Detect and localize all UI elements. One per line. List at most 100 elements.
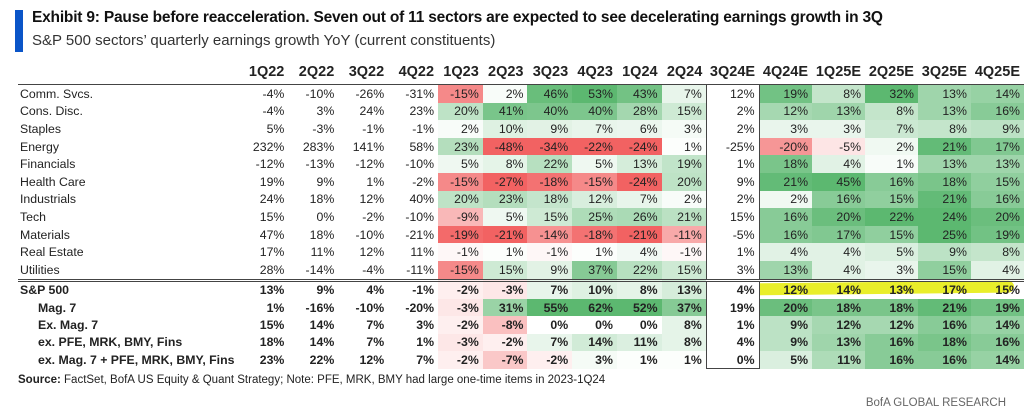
heatmap-cell: 18% [865, 298, 918, 317]
row-label: Energy [20, 139, 59, 154]
heatmap-cell: 4% [812, 155, 866, 173]
heatmap-cell: -15% [438, 260, 483, 281]
heatmap-cell: 1% [705, 243, 760, 261]
heatmap-cell: -18% [527, 172, 573, 191]
heatmap-cell: 1% [705, 316, 760, 334]
heatmap-cell: 11% [616, 333, 662, 352]
row-label: Comm. Svcs. [20, 86, 94, 101]
heatmap-cell: -15% [572, 172, 617, 191]
heatmap-cell: 4% [705, 278, 760, 299]
heatmap-cell: 1% [661, 137, 707, 156]
source-note: Source: FactSet, BofA US Equity & Quant … [18, 374, 605, 386]
heatmap-cell: 19% [759, 84, 813, 103]
heatmap-cell: 41% [482, 102, 528, 121]
heatmap-cell: 4% [812, 260, 866, 281]
heatmap-cell: 23% [438, 137, 483, 156]
heatmap-cell: 0% [527, 316, 573, 334]
heatmap-cell: 15% [661, 260, 707, 281]
heatmap-cell: 4% [970, 260, 1024, 281]
heatmap-cell: -16% [288, 298, 339, 317]
heatmap-cell: 2% [759, 190, 813, 209]
heatmap-cell: 12% [865, 316, 918, 334]
heatmap-cell: -20% [759, 137, 813, 156]
heatmap-cell: -12% [238, 155, 289, 173]
heatmap-cell: 16% [970, 190, 1024, 209]
heatmap-cell: -1% [338, 120, 389, 138]
heatmap-cell: -2% [438, 278, 483, 299]
heatmap-cell: -2% [338, 208, 389, 226]
heatmap-cell: 141% [338, 137, 389, 156]
heatmap-cell: -21% [616, 225, 662, 244]
column-header: 4Q22 [388, 62, 439, 85]
heatmap-cell: 45% [812, 172, 866, 191]
column-header: 2Q25E [865, 62, 918, 85]
heatmap-cell: -3% [438, 333, 483, 352]
column-header: 4Q23 [572, 62, 617, 85]
heatmap-cell: 12% [812, 316, 866, 334]
heatmap-cell: 5% [238, 120, 289, 138]
row-label: Cons. Disc. [20, 104, 83, 119]
table-row: Ex. Mag. 7 15% 14% 7% 3% -2% -8% 0% 0% 0% 8% 1% 9% 12… [18, 316, 1024, 334]
heatmap-cell: 22% [527, 155, 573, 173]
heatmap-cell: 232% [238, 137, 289, 156]
heatmap-cell: 7% [527, 333, 573, 352]
column-header: 1Q24 [616, 62, 662, 85]
column-header: 3Q24E [706, 62, 760, 85]
heatmap-cell: 1% [705, 155, 760, 173]
heatmap-cell: -27% [482, 172, 528, 191]
heatmap-cell: 15% [661, 102, 707, 121]
heatmap-cell: -4% [338, 260, 389, 281]
heatmap-cell: 3% [572, 351, 617, 369]
heatmap-cell: 12% [572, 190, 617, 209]
row-label: Utilities [20, 262, 60, 277]
heatmap-cell: 8% [917, 120, 971, 138]
heatmap-cell: 13% [917, 102, 971, 121]
heatmap-cell: 9% [288, 278, 339, 299]
row-label: Staples [20, 121, 62, 136]
heatmap-cell: 14% [288, 333, 339, 352]
heatmap-cell: 15% [970, 278, 1024, 299]
heatmap-cell: 13% [970, 155, 1024, 173]
heatmap-cell: -24% [616, 172, 662, 191]
table-row: Cons. Disc. -4% 3% 24% 23% 20% 41% 40% 40% 28% 15%… [18, 102, 1024, 121]
heatmap-cell: 17% [812, 225, 866, 244]
table-row: Industrials 24% 18% 12% 40% 20% 23% 18% 12% 7% 2% 2… [18, 190, 1024, 209]
heatmap-cell: 2% [482, 84, 528, 103]
heatmap-cell: 2% [705, 102, 760, 121]
heatmap-cell: 17% [238, 243, 289, 261]
heatmap-cell: -19% [438, 225, 483, 244]
heatmap-cell: -11% [661, 225, 707, 244]
heatmap-cell: 4% [759, 243, 813, 261]
heatmap-cell: 7% [338, 316, 389, 334]
heatmap-cell: 13% [917, 155, 971, 173]
heatmap-cell: 18% [812, 298, 866, 317]
table-row: Tech 15% 0% -2% -10% -9% 5% 15% 25% 26% 21% 15% 16% 2… [18, 208, 1024, 226]
heatmap-cell: 3% [388, 316, 439, 334]
heatmap-cell: 2% [705, 120, 760, 138]
column-header: 4Q25E [970, 62, 1024, 85]
heatmap-cell: -11% [388, 260, 439, 281]
column-header: 1Q25E [812, 62, 866, 85]
heatmap-cell: 10% [572, 278, 617, 299]
heatmap-cell: 4% [338, 278, 389, 299]
heatmap-cell: 16% [865, 333, 918, 352]
heatmap-cell: -5% [812, 137, 866, 156]
heatmap-cell: 15% [865, 190, 918, 209]
heatmap-cell: -12% [338, 155, 389, 173]
heatmap-cell: -2% [438, 316, 483, 334]
heatmap-cell: 7% [388, 351, 439, 369]
heatmap-cell: 5% [759, 351, 813, 369]
heatmap-cell: 13% [759, 260, 813, 281]
heatmap-cell: 14% [970, 351, 1024, 369]
row-label: ex. PFE, MRK, BMY, Fins [38, 335, 183, 350]
heatmap-cell: 47% [238, 225, 289, 244]
heatmap-cell: 15% [970, 172, 1024, 191]
heatmap-cell: 4% [812, 243, 866, 261]
heatmap-cell: 11% [812, 351, 866, 369]
heatmap-cell: 3% [812, 120, 866, 138]
heatmap-cell: 3% [759, 120, 813, 138]
heatmap-cell: 14% [288, 316, 339, 334]
heatmap-cell: 15% [527, 208, 573, 226]
heatmap-cell: 1% [238, 298, 289, 317]
heatmap-cell: -15% [438, 172, 483, 191]
